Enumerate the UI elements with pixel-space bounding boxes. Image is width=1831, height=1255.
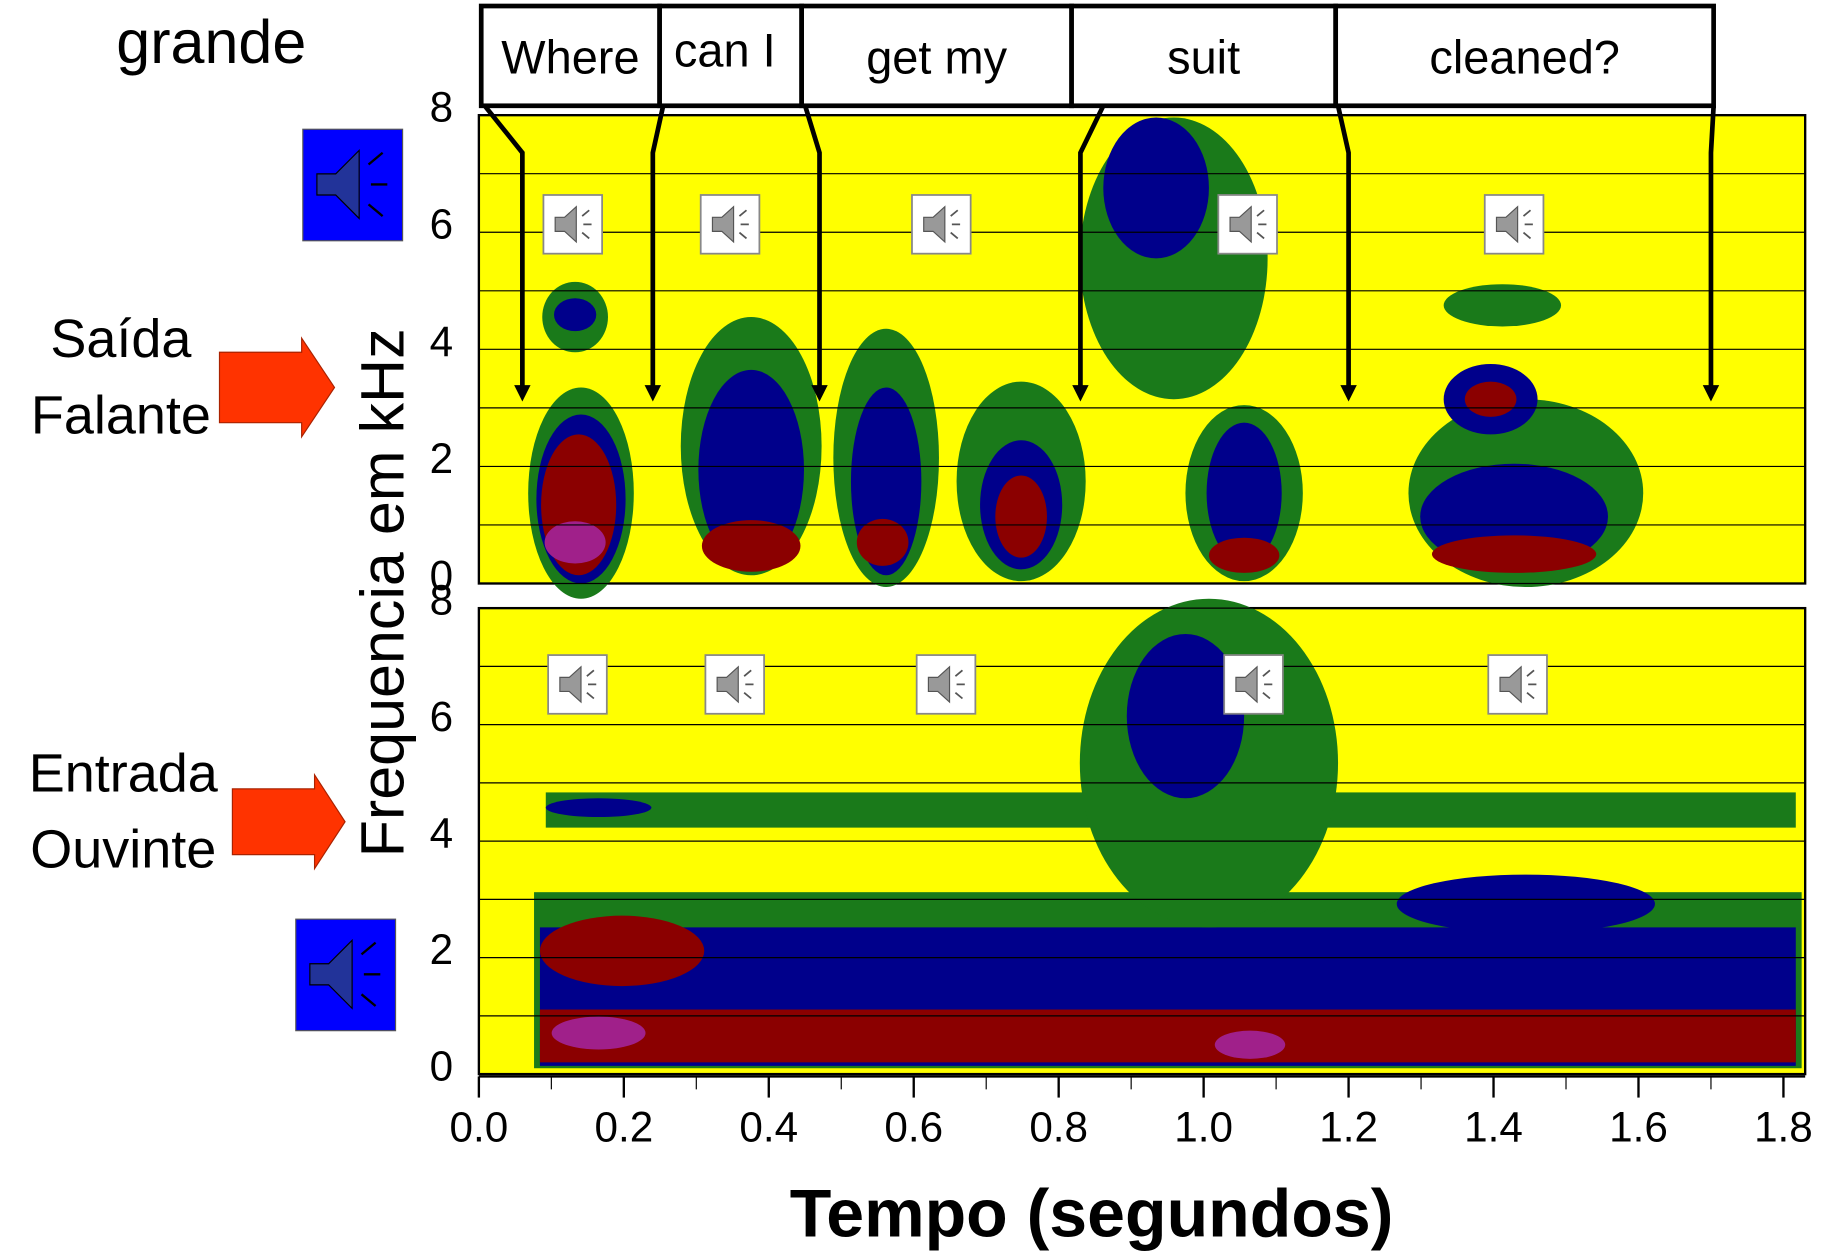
x-tick-label: 1.6 [1609,1104,1668,1151]
y-tick-label: 4 [430,810,454,857]
boundary-arrowhead [644,385,662,402]
x-tick-label: 1.2 [1319,1104,1378,1151]
y-tick-label: 6 [430,201,454,248]
word: cleaned? [1429,32,1620,84]
word: suit [1167,32,1240,84]
spectrogram-bottom [534,598,1802,1069]
boundary-arrowhead [1072,385,1089,402]
x-tick-label: 1.0 [1174,1104,1233,1151]
x-tick-label: 0.0 [450,1104,509,1151]
y-tick-label: 6 [430,693,454,740]
boundary-arrow [802,105,822,394]
y-tick-label: 0 [430,552,454,599]
y-tick-label: 8 [430,84,454,131]
boundary-arrow [1708,105,1716,394]
x-tick-label: 1.4 [1464,1104,1523,1151]
arrow [218,336,336,439]
panel-label: Entrada [29,743,219,803]
panel-label: Falante [31,385,211,445]
x-tick-label: 0.2 [594,1104,653,1151]
word: Where [501,32,639,84]
word-box [657,3,804,109]
y-tick-label: 4 [430,318,454,365]
y-tick-label: 2 [430,926,454,973]
boundary-arrow [482,104,525,394]
word-box [1333,3,1716,109]
word: can I [674,25,776,77]
x-tick-label: 0.4 [739,1104,798,1151]
panel-label: Saída [50,309,192,369]
y-tick-label: 2 [430,435,454,482]
boundary-arrow [1078,104,1106,394]
boundary-arrow [650,105,666,394]
x-axis-label: Tempo (segundos) [790,1175,1394,1251]
grid [478,114,1806,1075]
boundary-arrow [1335,105,1351,394]
arrow [231,772,346,871]
boundary-arrowhead [811,385,828,402]
y-tick-label: 8 [430,577,454,624]
word: get my [866,32,1007,84]
word-box [478,3,662,109]
boundary-arrowhead [514,385,531,402]
spectrogram-top [528,117,1644,599]
boundary-arrowhead [1340,385,1357,402]
x-tick-label: 0.6 [884,1104,943,1151]
boundary-arrowhead [1702,385,1720,402]
y-tick-label: 0 [430,1043,454,1090]
x-tick-label: 0.8 [1029,1104,1088,1151]
y-axis-label: Frequencia em kHz [348,328,416,857]
x-tick-label: 1.8 [1754,1104,1813,1151]
panel-label: Ouvinte [30,820,216,880]
slide-title: grande [116,8,306,76]
